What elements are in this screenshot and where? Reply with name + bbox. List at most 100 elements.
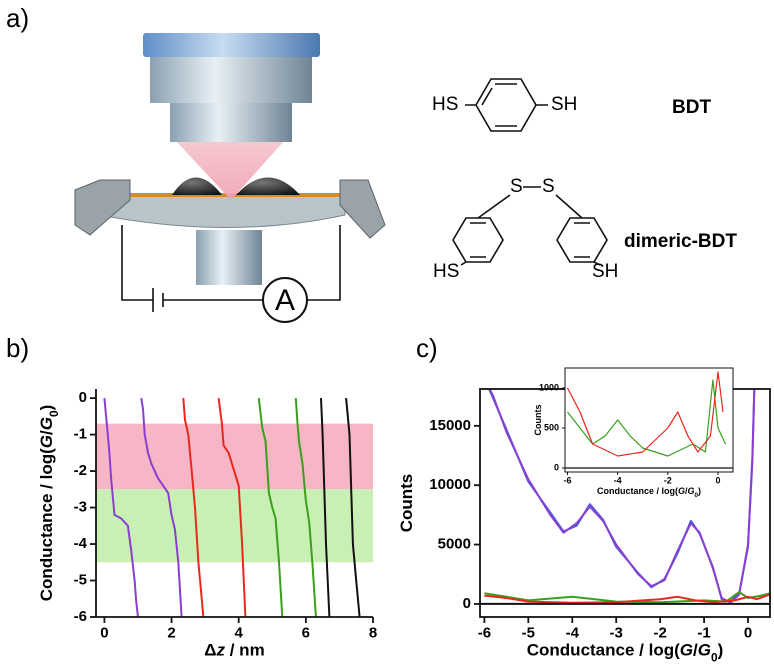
data-line xyxy=(566,371,724,457)
y-tick-label: 1000 xyxy=(539,382,559,392)
x-tick-label: 6 xyxy=(302,624,310,641)
setup-illustration: A xyxy=(74,33,386,323)
label-part: 0 xyxy=(711,651,718,665)
data-line xyxy=(182,398,205,617)
pedestal xyxy=(196,230,262,285)
x-axis-label: Δz / nm xyxy=(204,641,264,660)
molecule-labels: HS SH BDT S S HS SH dimeric-BDT xyxy=(432,94,737,282)
x-tick-label: -2 xyxy=(664,476,672,486)
molecule-structures xyxy=(452,78,608,266)
ammeter-label: A xyxy=(275,284,295,317)
y-tick-label: -1 xyxy=(74,426,87,443)
label-part: G xyxy=(680,641,693,660)
x-tick-label: -3 xyxy=(610,624,623,641)
droplet xyxy=(172,177,222,195)
x-tick-label: -4 xyxy=(566,624,580,641)
y-tick-label: 15000 xyxy=(429,417,471,434)
label-part: ) xyxy=(37,405,56,411)
molecule-name: BDT xyxy=(672,97,711,118)
label-part: Conductance / log( xyxy=(527,641,680,660)
atom-label: HS xyxy=(432,94,458,115)
plot-frame xyxy=(564,367,734,473)
data-line xyxy=(217,397,247,617)
data-line xyxy=(140,397,183,617)
y-axis-label: Counts xyxy=(397,474,416,533)
x-tick-label: -2 xyxy=(653,624,666,641)
y-tick-label: 500 xyxy=(544,422,559,432)
data-line xyxy=(257,397,284,617)
label-part: / xyxy=(37,430,56,435)
x-axis-label: Conductance / log(G/G0) xyxy=(527,641,724,665)
atom-label: HS xyxy=(433,261,459,282)
x-tick-label: 4 xyxy=(235,624,244,641)
x-tick-label: -6 xyxy=(563,476,571,486)
atom-label: S xyxy=(510,176,523,197)
label-part: Counts xyxy=(397,474,416,533)
y-tick-label: -2 xyxy=(74,462,87,479)
x-tick-label: -4 xyxy=(614,476,622,486)
x-tick-label: 2 xyxy=(167,624,175,641)
x-tick-label: -5 xyxy=(522,624,535,641)
y-tick-label: -4 xyxy=(74,535,88,552)
x-tick-label: 0 xyxy=(715,476,720,486)
x-tick-label: -1 xyxy=(697,624,710,641)
y-tick-label: 0 xyxy=(79,389,87,406)
panel-label: a) xyxy=(6,3,29,33)
data-line xyxy=(484,593,770,604)
label-part: 0 xyxy=(47,410,61,417)
x-tick-label: -6 xyxy=(478,624,491,641)
data-line xyxy=(320,398,331,617)
series-group xyxy=(565,371,733,469)
molecule-name: dimeric-BDT xyxy=(624,231,737,252)
label-part: G xyxy=(678,486,685,496)
data-line xyxy=(345,398,361,617)
objective-body xyxy=(150,55,312,103)
circuit xyxy=(121,225,341,323)
clamp-right xyxy=(339,179,386,239)
droplet xyxy=(236,177,300,195)
label-part: Conductance / log( xyxy=(597,486,678,496)
atom-label: SH xyxy=(592,261,618,282)
label-part: 0 xyxy=(695,492,699,499)
series-group xyxy=(103,397,361,617)
label-part: ) xyxy=(698,486,701,496)
label-part: / xyxy=(693,641,698,660)
label-part: ) xyxy=(718,641,724,660)
label-part: Counts xyxy=(533,405,543,436)
label-part: G xyxy=(37,435,56,448)
x-tick-label: 0 xyxy=(744,624,752,641)
band xyxy=(96,489,373,563)
chart: 0 2 4 6 8 0 -1 -2 -3 -4 -5 -6 Δz / nm Conductance / l… xyxy=(6,333,377,660)
atom-label: S xyxy=(542,176,555,197)
laser-cone xyxy=(175,140,285,200)
data-line xyxy=(294,398,317,617)
electrode-film xyxy=(100,193,345,197)
plot-background xyxy=(565,368,733,472)
y-tick-label: 0 xyxy=(463,595,471,612)
y-tick-label: 10000 xyxy=(429,476,471,493)
label-part: / nm xyxy=(225,641,265,660)
y-tick-label: -5 xyxy=(74,571,87,588)
label-part: Conductance / log( xyxy=(37,448,56,601)
atom-label: SH xyxy=(551,94,577,115)
band xyxy=(96,423,373,490)
label-part: G xyxy=(37,417,56,430)
substrate xyxy=(99,194,346,228)
x-tick-label: 0 xyxy=(100,624,108,641)
clamp-left xyxy=(74,179,131,236)
y-tick-label: 0 xyxy=(554,462,559,472)
y-tick-label: 5000 xyxy=(438,536,471,553)
x-axis-label: Conductance / log(G/G0) xyxy=(597,486,701,499)
label-part: / xyxy=(685,486,688,496)
objective-cap xyxy=(143,33,320,57)
label-part: Δ xyxy=(204,641,216,660)
panel-label: c) xyxy=(416,333,438,363)
y-axis-label: Counts xyxy=(533,405,543,436)
label-part: G xyxy=(698,641,711,660)
objective-lens xyxy=(170,98,292,142)
y-axis-label: Conductance / log(G/G0) xyxy=(37,405,61,602)
y-tick-label: -3 xyxy=(74,499,87,516)
panel-label: b) xyxy=(6,333,29,363)
label-part: G xyxy=(688,486,695,496)
